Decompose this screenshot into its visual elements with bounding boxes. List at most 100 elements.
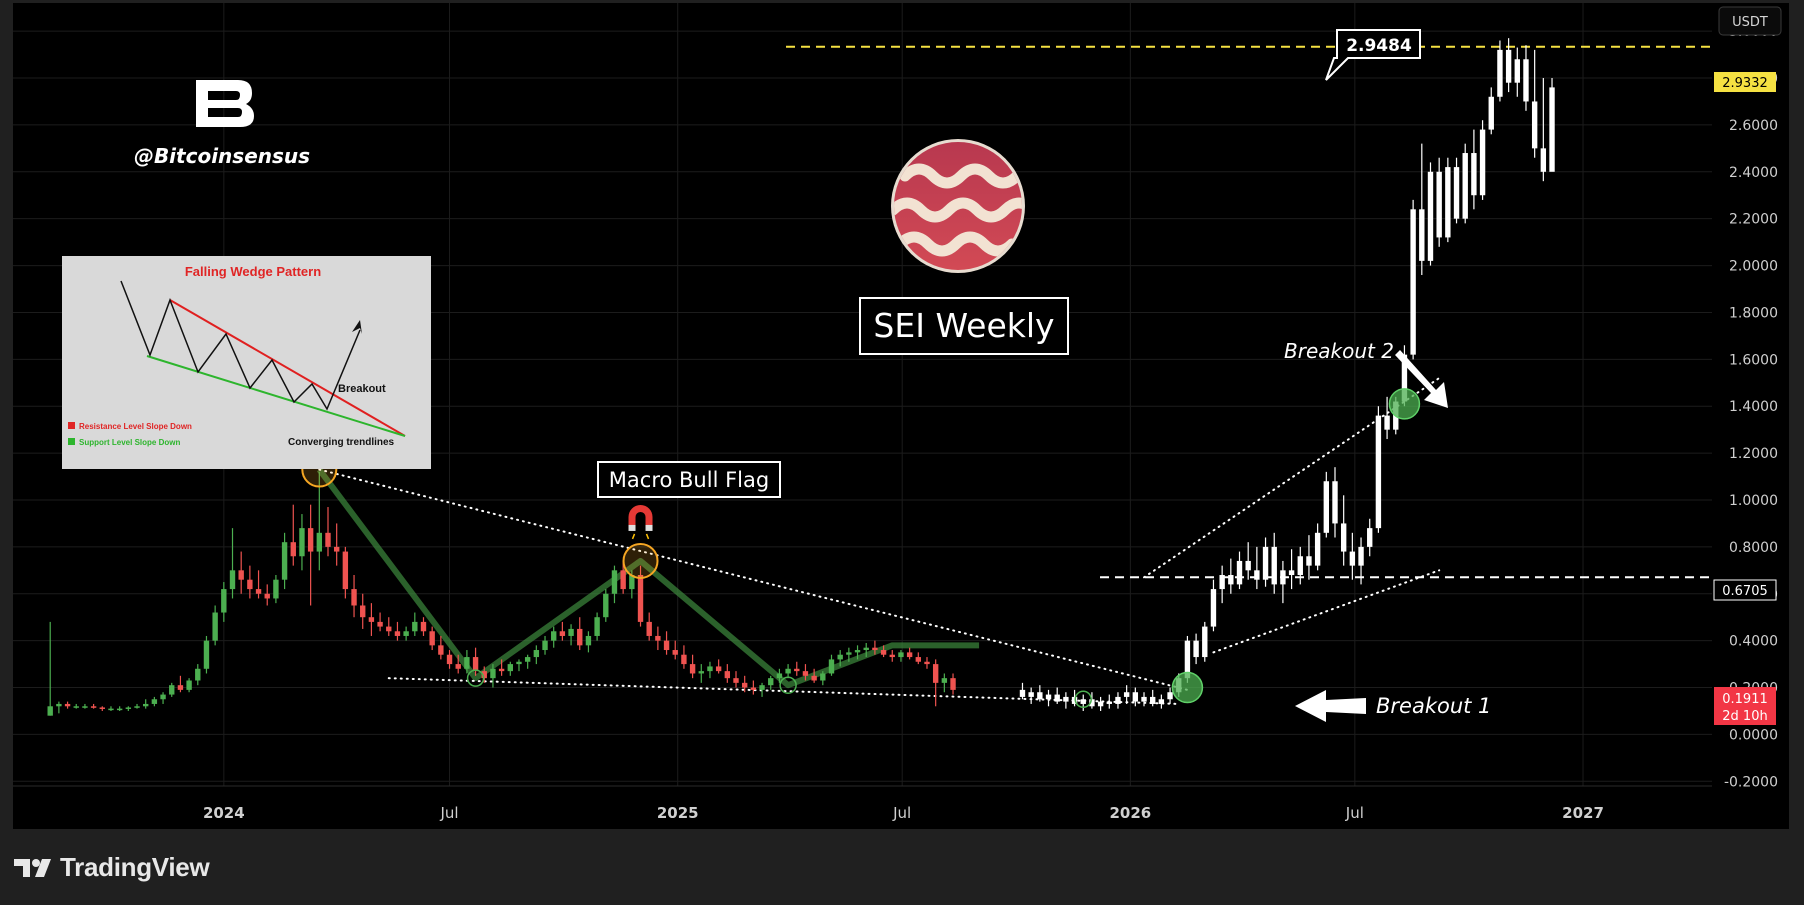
- trendline: [1143, 377, 1441, 579]
- candle: [1314, 523, 1321, 571]
- candle-body: [1071, 696, 1078, 704]
- candle-body: [1297, 556, 1303, 576]
- candle-body: [1193, 640, 1199, 658]
- candle: [837, 650, 843, 667]
- pivot-marker: [622, 542, 659, 579]
- candle: [1523, 45, 1529, 111]
- candle: [151, 696, 158, 707]
- candle: [655, 626, 661, 651]
- candle-body: [1280, 570, 1286, 585]
- tradingview-logo-icon: [14, 858, 51, 877]
- candles: [47, 471, 956, 716]
- candle-body: [99, 707, 105, 709]
- candle-body: [1540, 148, 1547, 172]
- y-tick-label: 2.2000: [1729, 212, 1778, 228]
- candle: [568, 624, 574, 646]
- candle: [724, 664, 731, 683]
- candle: [472, 647, 479, 676]
- x-tick-label: 2027: [1562, 804, 1604, 822]
- candle: [872, 640, 878, 655]
- price-tag-current-value: 0.1911: [1722, 692, 1768, 707]
- x-tick-label: 2025: [657, 804, 699, 822]
- candle-body: [281, 542, 288, 580]
- candle-body: [1063, 696, 1069, 702]
- candle-body: [1097, 701, 1104, 707]
- candle: [1106, 694, 1112, 709]
- y-tick-label: 2.4000: [1729, 165, 1778, 181]
- candle: [108, 706, 114, 711]
- candle-body: [1488, 96, 1494, 130]
- candle-body: [1167, 692, 1173, 700]
- candle-body: [1115, 696, 1121, 704]
- candle: [1080, 694, 1086, 711]
- candle-body: [1505, 49, 1512, 83]
- candle: [672, 640, 678, 660]
- candle-body: [351, 589, 357, 606]
- candle: [169, 682, 175, 697]
- candle-body: [1228, 575, 1234, 585]
- candle-body: [333, 546, 340, 552]
- candle-body: [1219, 575, 1225, 590]
- candle: [1288, 549, 1295, 590]
- candle: [733, 671, 739, 688]
- candle: [1488, 87, 1494, 135]
- candle-body: [828, 659, 835, 674]
- candle-body: [360, 605, 366, 618]
- usdt-badge[interactable]: USDT: [1718, 6, 1782, 36]
- candle-body: [672, 650, 678, 655]
- candle: [64, 701, 71, 709]
- price-chart[interactable]: 3.00002.80002.60002.40002.20002.00001.80…: [0, 0, 1804, 832]
- candle-body: [394, 631, 401, 636]
- candle: [1045, 689, 1052, 707]
- tradingview-brand[interactable]: TradingView: [14, 852, 210, 883]
- candle: [1063, 692, 1069, 709]
- candle: [785, 664, 791, 679]
- candle-body: [264, 593, 270, 599]
- candle: [351, 575, 357, 618]
- candle: [1132, 687, 1139, 707]
- sei-logo-icon: [891, 139, 1025, 273]
- candle: [403, 626, 409, 641]
- candle-body: [160, 694, 166, 700]
- magnet-tip: [645, 524, 653, 531]
- candle-body: [724, 671, 731, 679]
- candle-body: [872, 647, 878, 651]
- candle-body: [1384, 415, 1390, 430]
- candle-body: [186, 680, 192, 690]
- candle: [342, 546, 349, 599]
- chart-title-box: SEI Weekly: [859, 297, 1069, 355]
- candle: [455, 654, 461, 674]
- candle-body: [273, 579, 279, 599]
- candle-body: [733, 678, 739, 683]
- candle: [524, 654, 531, 669]
- candle: [368, 603, 375, 636]
- candle: [99, 706, 105, 711]
- candle: [1193, 633, 1199, 665]
- candle: [794, 661, 800, 676]
- x-tick-label: 2024: [203, 804, 245, 822]
- candle: [360, 593, 366, 629]
- breakout-marker: [1171, 671, 1204, 704]
- candle-body: [715, 666, 722, 672]
- x-tick-label: Jul: [439, 804, 458, 822]
- candle: [177, 675, 184, 693]
- candle-body: [794, 668, 800, 672]
- candle-body: [420, 621, 427, 632]
- candle-body: [1262, 546, 1269, 580]
- candle: [1236, 551, 1243, 590]
- candle-body: [108, 708, 114, 711]
- candle: [932, 659, 939, 707]
- candle: [1410, 199, 1416, 360]
- candle-body: [1419, 209, 1425, 261]
- inset-converging: Converging trendlines: [288, 437, 395, 448]
- candle: [281, 532, 288, 590]
- candle: [116, 706, 123, 711]
- candle-body: [1367, 528, 1373, 547]
- candle-body: [195, 668, 201, 681]
- candle-body: [846, 652, 852, 655]
- flag-path-line: [316, 467, 980, 689]
- candle-body: [377, 621, 383, 627]
- candle: [82, 703, 88, 709]
- candle-body: [455, 664, 461, 669]
- tradingview-brand-label: TradingView: [60, 852, 210, 882]
